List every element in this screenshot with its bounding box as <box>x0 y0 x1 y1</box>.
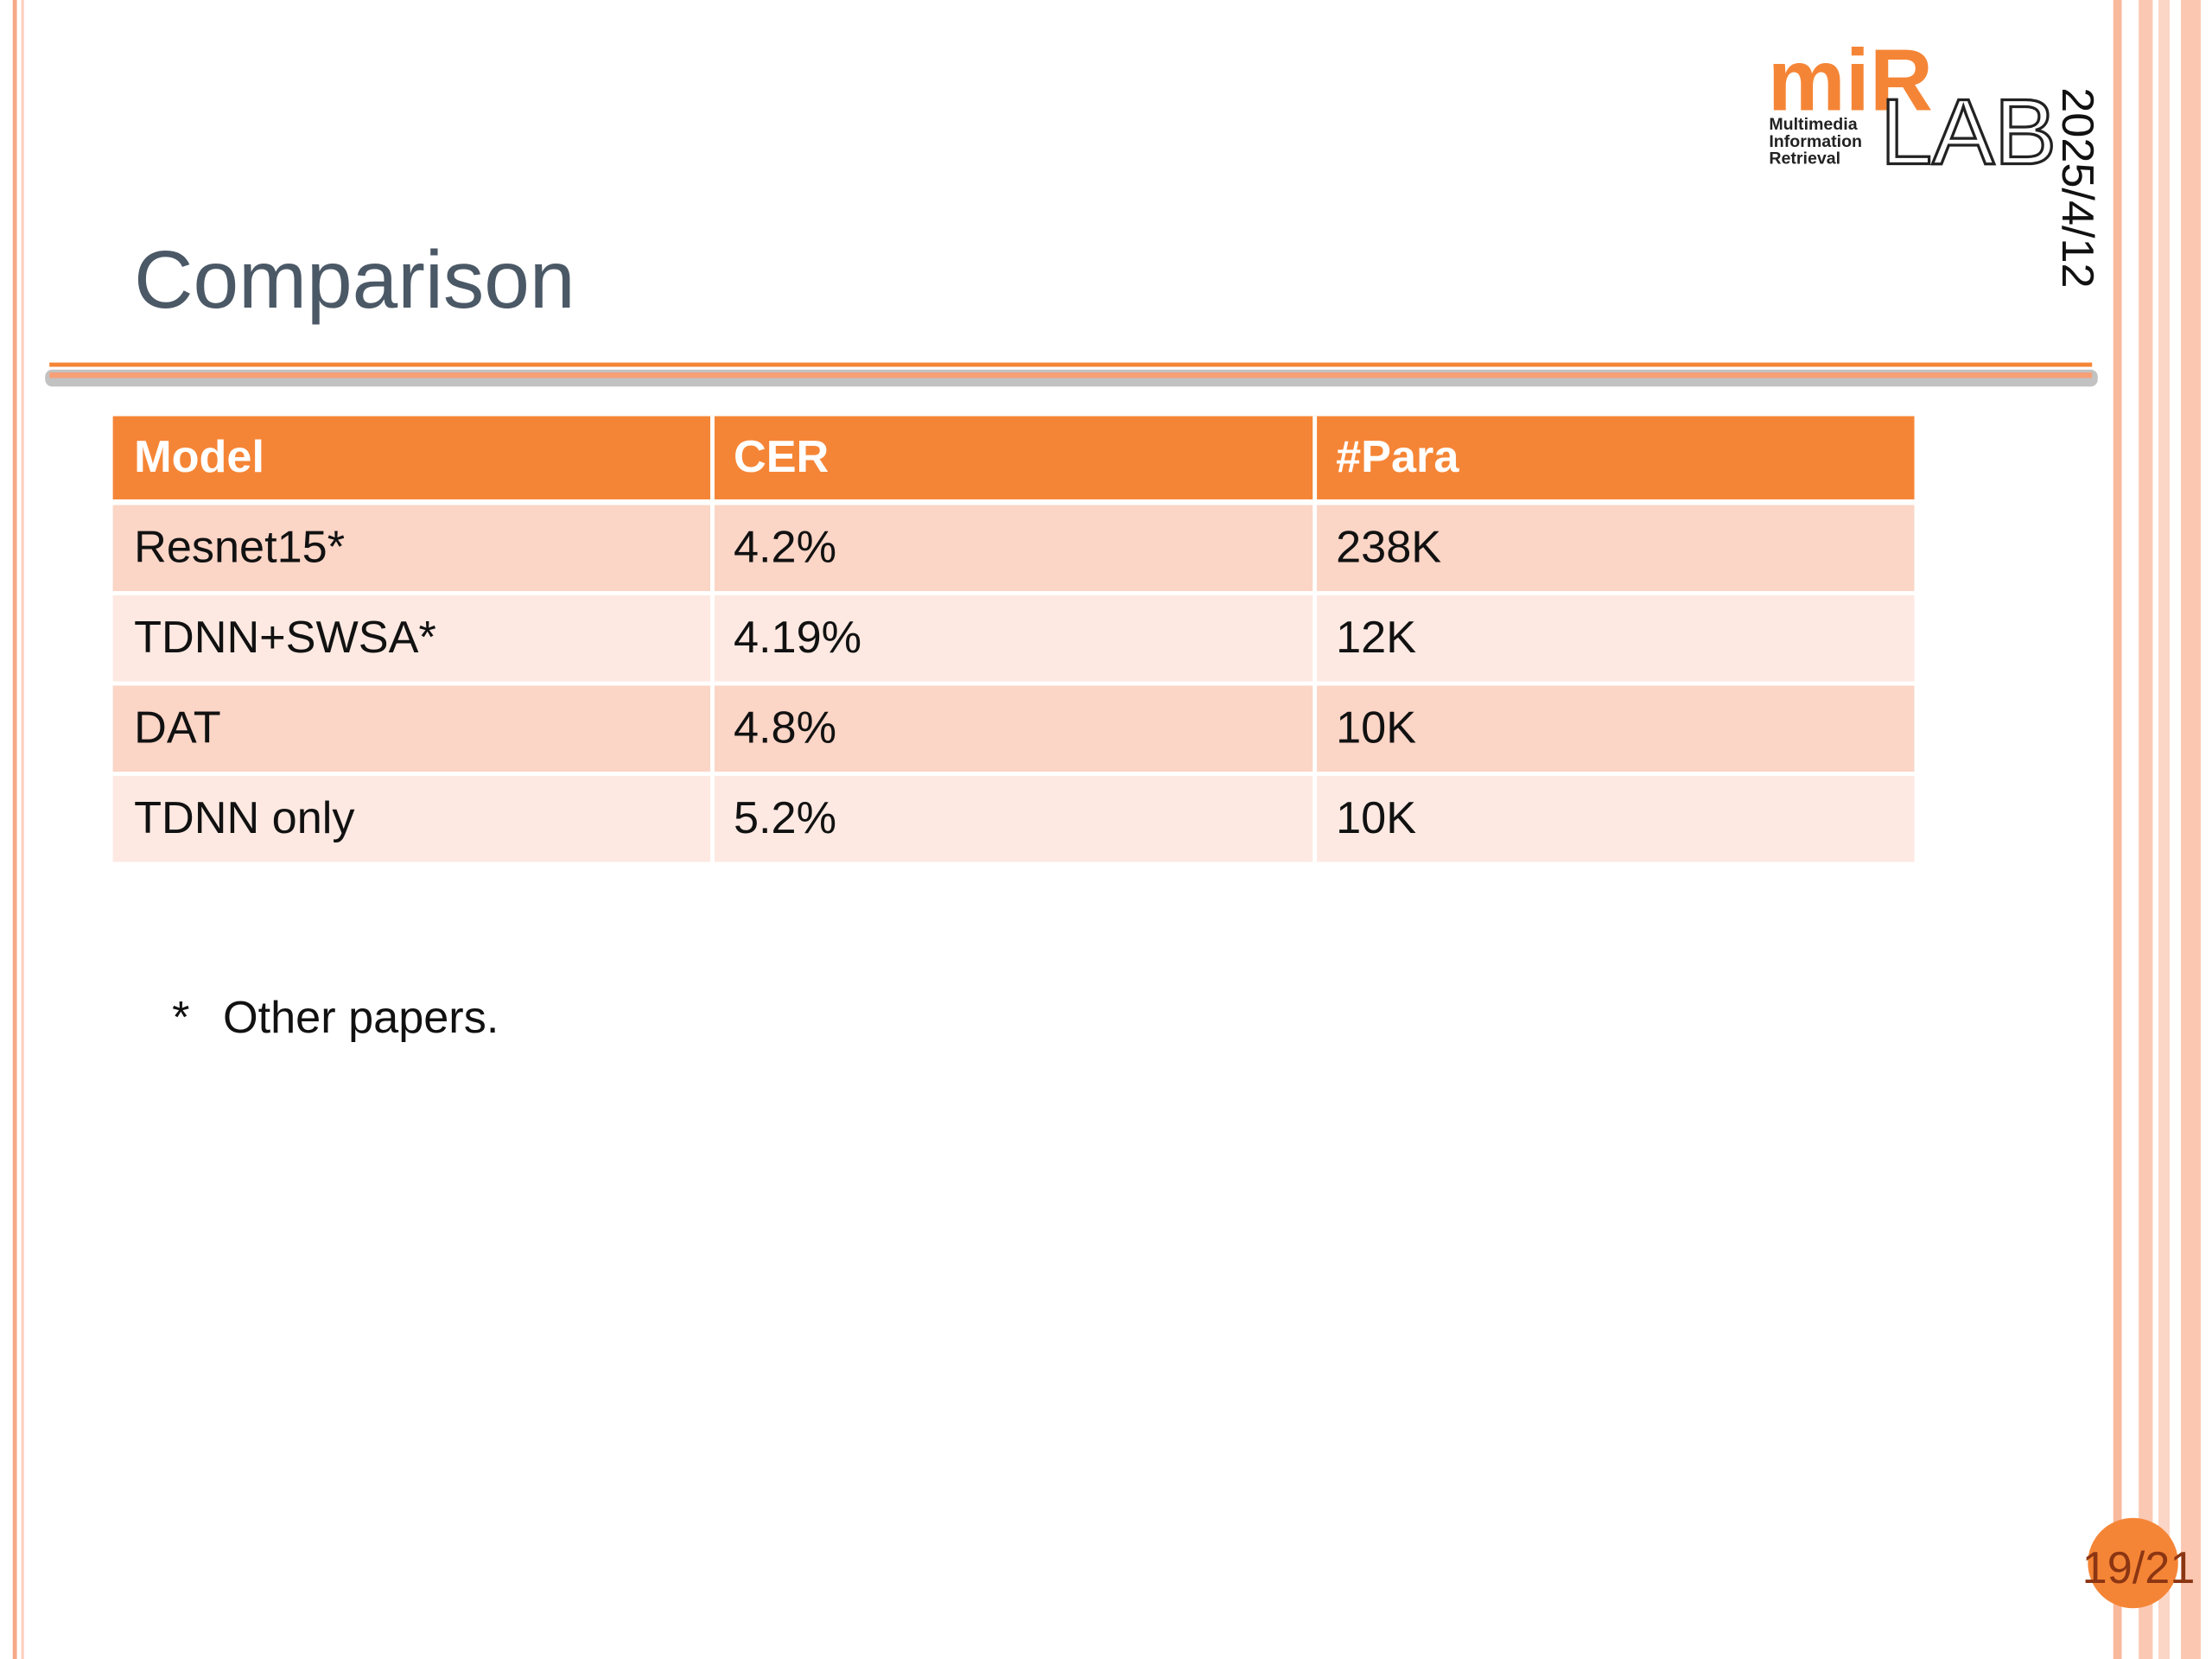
table-cell: TDNN+SWSA* <box>134 613 436 663</box>
table-cell: 12K <box>1336 613 1416 663</box>
table-header <box>112 416 1915 499</box>
table-cell: DAT <box>134 703 221 753</box>
table-row <box>112 505 1915 592</box>
table-cell: 10K <box>1336 793 1416 843</box>
column-divider <box>1313 416 1318 862</box>
table-cell: Resnet15* <box>134 523 345 573</box>
table-row <box>112 775 1915 862</box>
table-cell: 4.19% <box>734 613 861 663</box>
page-badge <box>2088 1517 2178 1609</box>
table-cell: 10K <box>1336 703 1416 753</box>
right-border <box>2113 0 2122 1659</box>
table-cell: 4.8% <box>734 703 836 753</box>
slide-title: Comparison <box>134 234 575 326</box>
logo-lab: LAB <box>1880 79 2056 183</box>
table-cell: 4.2% <box>734 523 836 573</box>
slide-date: 2025/4/12 <box>2052 87 2102 288</box>
logo-mark: miR <box>1768 31 1933 129</box>
column-header: Model <box>134 432 264 482</box>
table: Model CER #Para Resnet15* 4.2% 238K TDNN+SWSA*… <box>112 416 1915 862</box>
right-border <box>2158 0 2171 1659</box>
page-number: 19/21 <box>2082 1543 2196 1593</box>
logo-line: Multimedia <box>1769 115 1858 134</box>
logo: miR LAB Multimedia Information Retrieval <box>1768 31 2058 185</box>
table-cell: 238K <box>1336 523 1441 573</box>
right-border <box>2139 0 2153 1659</box>
logo-line: Information <box>1769 132 1862 151</box>
column-header: CER <box>734 432 829 482</box>
column-divider <box>710 416 715 862</box>
footnote-marker: * <box>172 993 189 1043</box>
table-row <box>112 685 1915 772</box>
logo-line: Retrieval <box>1769 149 1840 168</box>
footnote-text: Other papers. <box>223 993 499 1043</box>
table-row <box>112 594 1915 682</box>
table-cell: 5.2% <box>734 793 836 843</box>
table-cell: TDNN only <box>134 793 355 843</box>
right-border <box>2181 0 2201 1659</box>
title-rule <box>49 372 2093 378</box>
left-border <box>12 0 17 1659</box>
left-border <box>21 0 24 1659</box>
column-header: #Para <box>1336 432 1459 482</box>
title-rule <box>49 362 2093 367</box>
